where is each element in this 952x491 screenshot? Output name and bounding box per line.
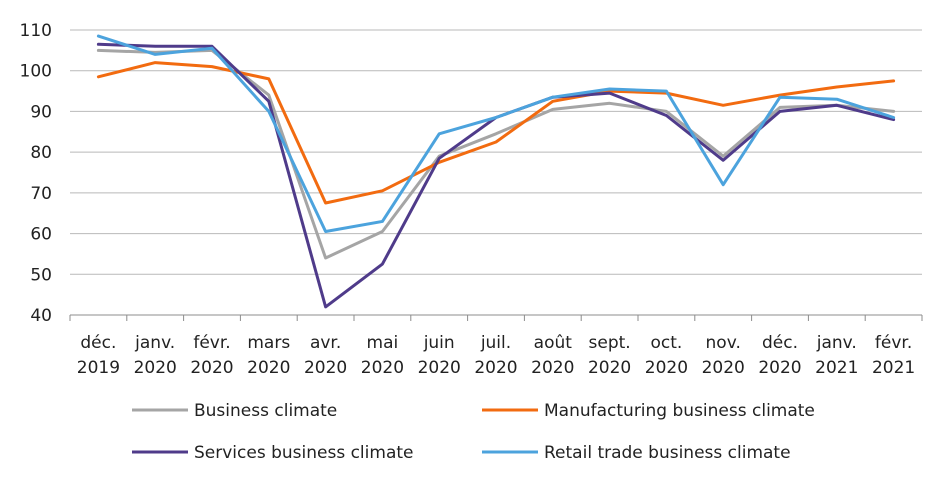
x-tick-label-month: oct.: [650, 333, 682, 353]
x-tick-label-year: 2021: [872, 358, 915, 378]
series-line-1: [96, 48, 896, 260]
y-tick-label: 70: [30, 184, 52, 204]
y-tick-label: 50: [30, 265, 52, 285]
y-tick-label: 90: [30, 102, 52, 122]
x-tick-label-year: 2020: [702, 358, 745, 378]
x-axis: déc. 2019 janv. 2020 févr. 2020 mars 2020 avr. 20…: [69, 314, 923, 378]
series-line-3: [96, 42, 896, 309]
x-tick-label-month: mars: [247, 333, 290, 353]
x-tick-label-month: févr.: [875, 333, 912, 353]
x-tick-label-year: 2020: [588, 358, 631, 378]
x-tick-label-month: août: [534, 333, 573, 353]
x-tick-label-month: avr.: [310, 333, 341, 353]
x-tick-label-year: 2019: [77, 358, 120, 378]
y-tick-label: 60: [30, 225, 52, 245]
y-tick-label: 80: [30, 143, 52, 163]
y-tick-label: 110: [20, 21, 52, 41]
x-tick-label-year: 2020: [190, 358, 233, 378]
x-tick-label-year: 2020: [134, 358, 177, 378]
x-tick-label-month: déc.: [80, 333, 116, 353]
series-line-4: [96, 34, 896, 233]
x-tick-label-month: juin: [423, 333, 455, 353]
x-tick-label-month: déc.: [762, 333, 798, 353]
legend-label: Services business climate: [194, 443, 413, 463]
x-tick-label-year: 2021: [815, 358, 858, 378]
x-tick-label-month: mai: [367, 333, 399, 353]
y-tick-label: 100: [20, 62, 52, 82]
series-lines: [96, 34, 896, 309]
gridlines: [70, 29, 922, 275]
x-tick-label-year: 2020: [418, 358, 461, 378]
x-tick-label-month: juil.: [480, 333, 511, 353]
y-tick-label: 40: [30, 306, 52, 326]
x-tick-label-month: nov.: [706, 333, 741, 353]
x-tick-label-year: 2020: [247, 358, 290, 378]
x-tick-label-year: 2020: [361, 358, 404, 378]
legend-label: Manufacturing business climate: [544, 401, 815, 421]
x-tick-label-year: 2020: [531, 358, 574, 378]
x-tick-label-year: 2020: [474, 358, 517, 378]
legend: Business climate Manufacturing business c…: [132, 401, 815, 463]
x-tick-label-month: janv.: [134, 333, 175, 353]
x-tick-label-year: 2020: [645, 358, 688, 378]
y-axis-ticks: 40 50 60 70 80 90 100 110: [20, 21, 52, 326]
x-tick-label-month: janv.: [816, 333, 857, 353]
x-tick-label-year: 2020: [304, 358, 347, 378]
x-tick-label-year: 2020: [758, 358, 801, 378]
legend-label: Retail trade business climate: [544, 443, 791, 463]
x-tick-label-month: sept.: [589, 333, 631, 353]
x-tick-label-month: févr.: [193, 333, 230, 353]
legend-label: Business climate: [194, 401, 337, 421]
